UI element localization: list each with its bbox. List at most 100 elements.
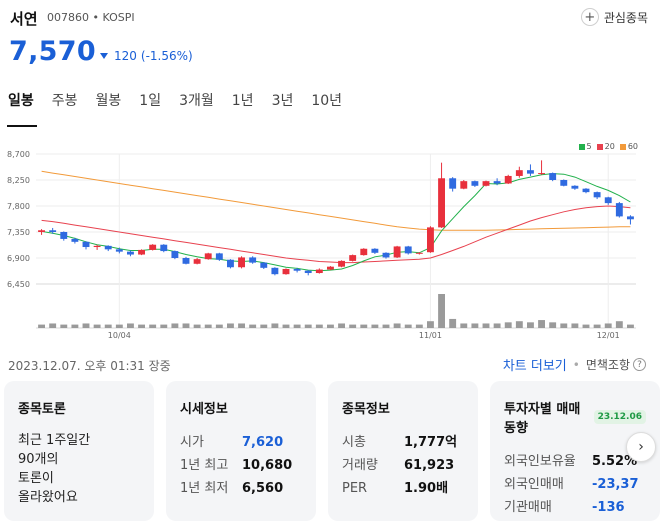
candle-body xyxy=(138,249,145,255)
volume-bar xyxy=(515,321,523,328)
quote-row-open: 시가 7,620 xyxy=(180,435,284,450)
tab-3years[interactable]: 3년 xyxy=(271,93,294,109)
volume-bar xyxy=(60,324,68,328)
volume-bar xyxy=(415,324,423,328)
candle-body xyxy=(438,178,445,228)
candle-body xyxy=(204,253,212,260)
add-favorite-button[interactable]: + 관심종목 xyxy=(580,8,648,26)
quote-title: 시세정보 xyxy=(180,402,228,417)
x-tick-label: 11/01 xyxy=(419,331,442,340)
candle-body xyxy=(482,181,490,186)
tab-1year[interactable]: 1년 xyxy=(231,93,254,109)
disclaimer-link[interactable]: 면책조항 ? xyxy=(586,356,646,373)
volume-bar xyxy=(538,320,545,328)
candle-body xyxy=(382,252,390,258)
next-arrow-button[interactable]: › xyxy=(626,432,656,462)
volume-bar xyxy=(604,323,612,328)
volume-bar xyxy=(93,324,101,328)
info-row-marketcap: 시총 1,777억 xyxy=(342,435,458,450)
separator: • xyxy=(572,357,580,372)
volume-bar xyxy=(449,318,457,328)
info-cards: 종목토론 최근 1주일간 90개의 토론이 올라왔어요 시세정보 시가 7,620… xyxy=(4,381,660,521)
disclaimer-label: 면책조항 xyxy=(585,358,630,372)
tab-weekly[interactable]: 주봉 xyxy=(51,93,78,109)
candle-body xyxy=(427,227,434,253)
volume-bar xyxy=(482,323,490,328)
quote-row-low: 1년 최저 6,560 xyxy=(180,481,284,496)
investor-row-foreign-trade: 외국인매매 -23,37 xyxy=(504,477,639,492)
candle-body xyxy=(538,173,545,175)
volume-bar xyxy=(471,323,479,328)
candle-body xyxy=(549,173,557,180)
volume-bar xyxy=(315,324,323,328)
investor-card[interactable]: 투자자별 매매동향 23.12.06 외국인보유율 5.52% 외국인매매 -23,… xyxy=(490,381,660,521)
price-chart[interactable]: 8,700 8,250 7,800 7,350 6,900 6,450 10/04 11/01… xyxy=(0,138,660,343)
candle-body xyxy=(371,248,379,253)
candle-body xyxy=(582,188,590,193)
tab-1day[interactable]: 1일 xyxy=(139,93,162,109)
volume-bar xyxy=(38,324,45,328)
stock-header: 서연 007860 • KOSPI + 관심종목 xyxy=(10,8,650,30)
candle-body xyxy=(338,260,345,267)
tab-daily[interactable]: 일봉 xyxy=(7,90,37,127)
legend-ma5: 5 xyxy=(578,142,592,151)
volume-bar xyxy=(382,324,390,328)
discussion-line: 90개의 xyxy=(18,452,59,467)
volume-bar xyxy=(371,324,379,328)
legend-ma60: 60 xyxy=(619,142,638,151)
candle-body xyxy=(560,180,568,186)
candle-body xyxy=(327,266,334,270)
stock-info-card[interactable]: 종목정보 시총 1,777억 거래량 61,923 PER 1.90배 xyxy=(328,381,478,521)
volume-bar xyxy=(393,323,401,328)
investor-title: 투자자별 매매동향 23.12.06 xyxy=(504,398,646,436)
candle-body xyxy=(104,245,112,250)
candle-body xyxy=(115,249,123,252)
y-tick-label: 7,800 xyxy=(7,202,30,211)
info-row-volume: 거래량 61,923 xyxy=(342,458,455,473)
tab-10years[interactable]: 10년 xyxy=(311,93,343,109)
candle-body xyxy=(415,252,423,254)
y-tick-label: 6,450 xyxy=(7,280,30,289)
candle-body xyxy=(504,175,512,184)
volume-bar xyxy=(571,323,579,328)
candle-body xyxy=(360,248,368,256)
volume-bar xyxy=(293,324,301,328)
candle-body xyxy=(127,251,134,255)
chart-more-link[interactable]: 차트 더보기 xyxy=(502,359,567,374)
candle-body xyxy=(227,259,234,268)
chart-legend: 5 20 60 xyxy=(578,142,638,151)
legend-ma20: 20 xyxy=(596,142,615,151)
period-tabs: 일봉 주봉 월봉 1일 3개월 1년 3년 10년 xyxy=(7,90,360,127)
tab-3months[interactable]: 3개월 xyxy=(179,93,214,109)
candle-body xyxy=(449,178,457,189)
change-percent: (-1.56%) xyxy=(140,49,193,63)
discussion-title: 종목토론 xyxy=(18,402,66,417)
discussion-card[interactable]: 종목토론 최근 1주일간 90개의 토론이 올라왔어요 xyxy=(4,381,154,521)
candle-body xyxy=(49,230,57,232)
volume-bar xyxy=(282,324,290,328)
candle-body xyxy=(249,257,257,263)
candle-body xyxy=(349,255,357,261)
candlestick-chart-svg: 8,700 8,250 7,800 7,350 6,900 6,450 10/04 11/01… xyxy=(7,150,636,340)
volume-bar xyxy=(204,324,212,328)
volume-bar xyxy=(304,324,312,328)
y-tick-label: 7,350 xyxy=(7,228,30,237)
volume-bar xyxy=(427,321,434,328)
volume-bar xyxy=(238,323,245,328)
tab-monthly[interactable]: 월봉 xyxy=(95,93,122,109)
ma20-line xyxy=(41,205,631,264)
volume-bar xyxy=(171,323,179,328)
legend-ma60-swatch xyxy=(619,143,626,150)
candle-body xyxy=(493,181,501,184)
chart-links: 차트 더보기 • 면책조항 ? xyxy=(503,355,646,374)
candle-body xyxy=(182,258,190,264)
candle-body xyxy=(593,192,601,198)
volume-bar xyxy=(627,324,634,328)
quote-card[interactable]: 시세정보 시가 7,620 1년 최고 10,680 1년 최저 6,560 xyxy=(166,381,316,521)
volume-bar xyxy=(160,324,168,328)
favorite-label: 관심종목 xyxy=(603,10,648,25)
candle-body xyxy=(93,245,101,248)
volume-bar xyxy=(549,322,557,328)
volume-bar xyxy=(127,323,134,328)
candle-body xyxy=(527,170,534,174)
